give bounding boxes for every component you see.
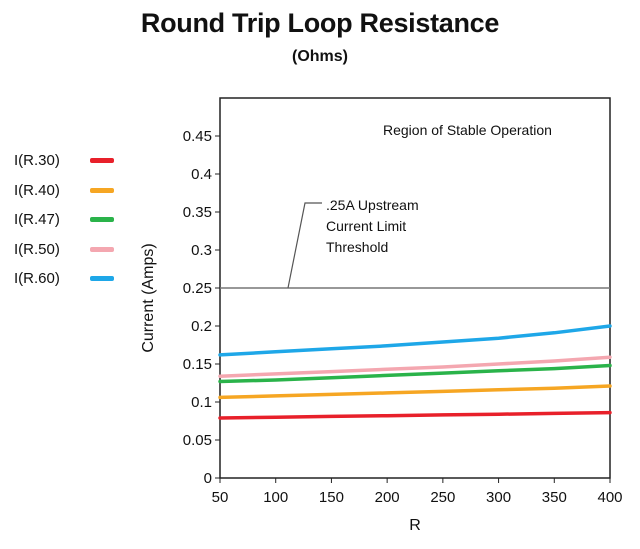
legend-label: I(R.47) xyxy=(14,211,60,229)
y-axis-label: Current (Amps) xyxy=(140,243,157,352)
x-tick-label: 350 xyxy=(542,489,567,506)
x-tick-label: 50 xyxy=(212,489,229,506)
x-axis-label: R xyxy=(409,517,421,534)
series-line xyxy=(218,324,612,357)
legend-swatch xyxy=(90,246,114,252)
threshold-leader-line xyxy=(287,202,322,289)
threshold-annotation-line: Threshold xyxy=(326,239,388,255)
legend-swatch xyxy=(90,276,114,282)
y-tick-label: 0.35 xyxy=(183,204,212,221)
legend-item: I(R.60) xyxy=(14,264,114,294)
legend-label: I(R.40) xyxy=(14,181,60,199)
legend-label: I(R.30) xyxy=(14,152,60,170)
legend-swatch xyxy=(90,187,114,193)
y-tick-label: 0.45 xyxy=(183,128,212,145)
series-line xyxy=(218,363,612,384)
y-tick-label: 0.1 xyxy=(191,394,212,411)
legend-item: I(R.47) xyxy=(14,205,114,235)
y-tick-label: 0.25 xyxy=(183,280,212,297)
y-tick-label: 0.4 xyxy=(191,166,212,183)
legend-item: I(R.30) xyxy=(14,146,114,176)
series-line xyxy=(218,384,612,400)
region-annotation: Region of Stable Operation xyxy=(383,122,552,138)
legend-item: I(R.50) xyxy=(14,235,114,265)
series-line xyxy=(218,410,612,420)
threshold-annotation-line: .25A Upstream xyxy=(326,197,419,213)
x-tick-label: 300 xyxy=(486,489,511,506)
legend-label: I(R.50) xyxy=(14,240,60,258)
x-tick-label: 200 xyxy=(375,489,400,506)
x-tick-label: 400 xyxy=(597,489,622,506)
y-tick-label: 0 xyxy=(204,470,212,487)
x-tick-label: 100 xyxy=(263,489,288,506)
series-line xyxy=(218,355,612,378)
legend-swatch xyxy=(90,217,114,223)
threshold-annotation-line: Current Limit xyxy=(326,218,406,234)
y-tick-label: 0.3 xyxy=(191,242,212,259)
legend-label: I(R.60) xyxy=(14,270,60,288)
y-tick-label: 0.2 xyxy=(191,318,212,335)
chart-title: Round Trip Loop Resistance xyxy=(140,8,500,38)
y-tick-label: 0.15 xyxy=(183,356,212,373)
y-tick-label: 0.05 xyxy=(183,432,212,449)
x-tick-label: 150 xyxy=(319,489,344,506)
legend: I(R.30) I(R.40) I(R.47) I(R.50) I(R.60) xyxy=(14,146,114,294)
legend-item: I(R.40) xyxy=(14,176,114,206)
chart-subtitle: (Ohms) xyxy=(292,48,348,65)
legend-swatch xyxy=(90,158,114,164)
x-tick-label: 250 xyxy=(430,489,455,506)
